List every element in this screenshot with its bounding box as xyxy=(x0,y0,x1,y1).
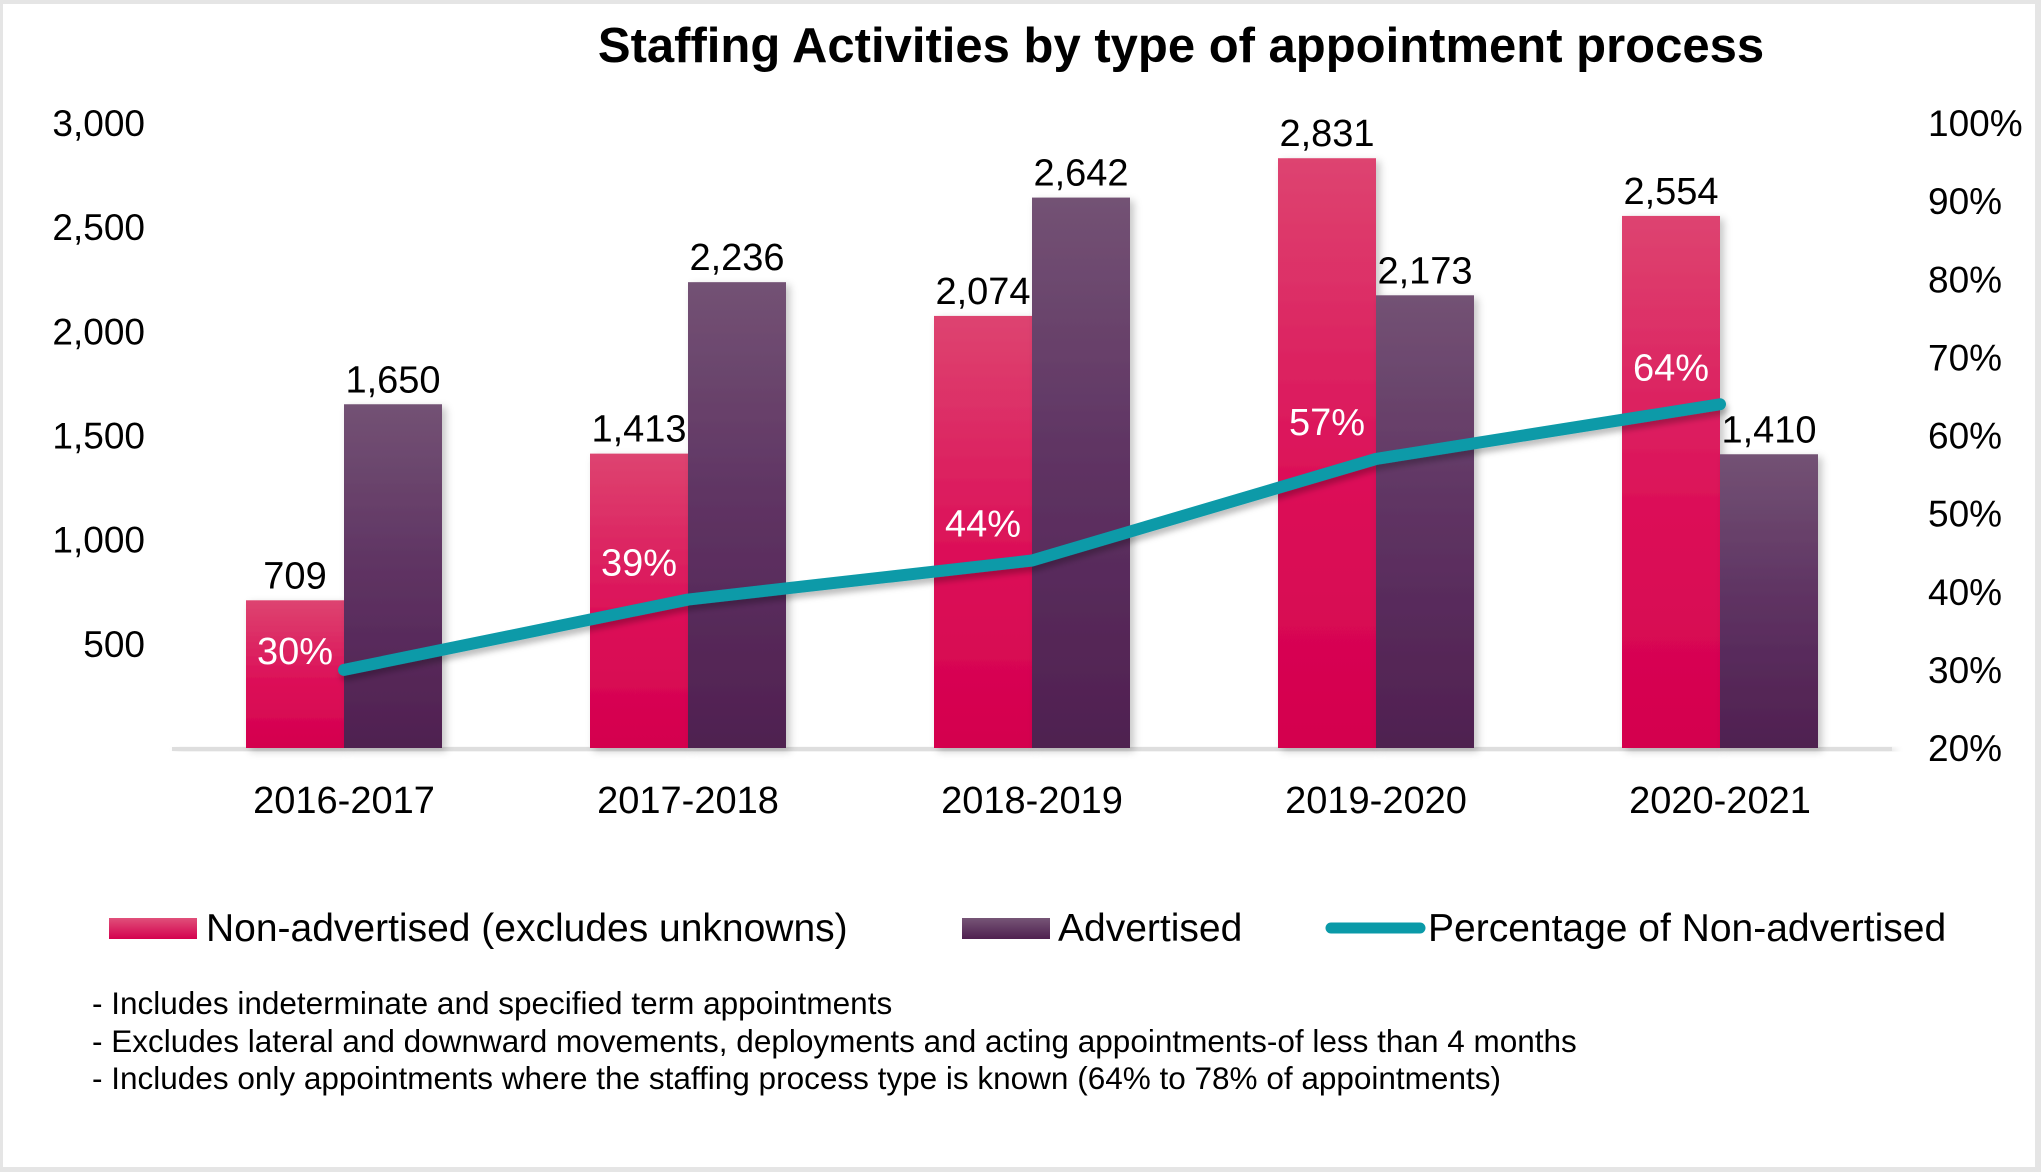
x-axis-category-label: 2020-2021 xyxy=(1629,780,1811,822)
data-label-advertised: 2,642 xyxy=(1033,153,1128,195)
right-axis-tick-label: 90% xyxy=(1928,181,2002,222)
percentage-line-group xyxy=(338,398,1726,676)
x-axis-baseline xyxy=(172,747,1892,751)
bar-non-advertised xyxy=(934,315,1032,748)
legend-item-percentage: Percentage of Non-advertised xyxy=(1325,907,1946,950)
bar-non-advertised xyxy=(1622,215,1720,748)
chart-title: Staffing Activities by type of appointme… xyxy=(598,19,1764,73)
right-axis-tick-label: 60% xyxy=(1928,416,2002,457)
data-label-non-advertised: 2,554 xyxy=(1623,171,1718,213)
data-label-advertised: 1,410 xyxy=(1721,409,1816,451)
legend-item-non-advertised: Non-advertised (excludes unknowns) xyxy=(109,907,848,950)
right-axis-tick-label: 20% xyxy=(1928,728,2002,769)
x-axis-category-label: 2017-2018 xyxy=(597,780,779,822)
legend: Non-advertised (excludes unknowns) Adver… xyxy=(109,907,1946,950)
left-axis-tick-label: 2,500 xyxy=(52,207,145,248)
right-axis-tick-label: 70% xyxy=(1928,337,2002,378)
legend-swatch-advertised xyxy=(962,918,1050,939)
left-axis-tick-label: 500 xyxy=(83,624,145,665)
data-label-non-advertised: 2,831 xyxy=(1279,113,1374,155)
bar-advertised xyxy=(1032,197,1130,749)
left-axis: 500 1,000 1,500 2,000 2,500 3,000 xyxy=(52,103,145,665)
bar-advertised xyxy=(1376,295,1474,748)
x-axis-category-label: 2016-2017 xyxy=(253,780,435,822)
data-label-advertised: 1,650 xyxy=(345,359,440,401)
right-axis-tick-label: 50% xyxy=(1928,494,2002,535)
right-axis-tick-label: 30% xyxy=(1928,650,2002,691)
legend-label-advertised: Advertised xyxy=(1058,907,1242,950)
data-label-non-advertised: 1,413 xyxy=(591,409,686,451)
bar-advertised xyxy=(688,282,786,748)
left-axis-tick-label: 3,000 xyxy=(52,103,145,144)
x-axis-category-label: 2018-2019 xyxy=(941,780,1123,822)
bar-non-advertised xyxy=(246,600,344,748)
left-axis-tick-label: 2,000 xyxy=(52,311,145,352)
legend-label-percentage: Percentage of Non-advertised xyxy=(1428,907,1946,950)
footnote-1: - Includes indeterminate and specified t… xyxy=(92,985,892,1021)
legend-swatch-non-advertised xyxy=(109,918,197,939)
left-axis-tick-label: 1,000 xyxy=(52,520,145,561)
left-axis-tick-label: 1,500 xyxy=(52,416,145,457)
legend-item-advertised: Advertised xyxy=(962,907,1242,950)
right-axis-tick-label: 100% xyxy=(1928,103,2023,144)
footnote-2: - Excludes lateral and downward movement… xyxy=(92,1023,1577,1059)
percentage-data-label: 39% xyxy=(601,543,677,585)
legend-label-non-advertised: Non-advertised (excludes unknowns) xyxy=(206,907,848,950)
footnote-3: - Includes only appointments where the s… xyxy=(92,1060,1501,1096)
right-axis-tick-label: 40% xyxy=(1928,572,2002,613)
data-label-non-advertised: 2,074 xyxy=(935,271,1030,313)
bar-advertised xyxy=(344,404,442,748)
right-axis-tick-label: 80% xyxy=(1928,259,2002,300)
percentage-data-label: 64% xyxy=(1633,347,1709,389)
data-label-advertised: 2,236 xyxy=(689,237,784,279)
data-label-non-advertised: 709 xyxy=(263,555,326,597)
percentage-data-label: 44% xyxy=(945,504,1021,546)
x-axis-category-label: 2019-2020 xyxy=(1285,780,1467,822)
right-axis: 20% 30% 40% 50% 60% 70% 80% 90% 100% xyxy=(1928,103,2023,769)
bar-advertised xyxy=(1720,454,1818,748)
bars-group xyxy=(246,158,1818,749)
data-label-advertised: 2,173 xyxy=(1377,250,1472,292)
bar-data-labels: 709 1,413 2,074 2,831 2,554 1,650 2,236 2,642 2,… xyxy=(263,113,1816,597)
percentage-data-label: 57% xyxy=(1289,402,1365,444)
footnotes: - Includes indeterminate and specified t… xyxy=(92,985,1577,1096)
x-axis-labels: 2016-2017 2017-2018 2018-2019 2019-2020 2020… xyxy=(253,780,1811,822)
percentage-data-labels: 30% 39% 44% 57% 64% xyxy=(257,347,1709,673)
percentage-data-label: 30% xyxy=(257,631,333,673)
bar-non-advertised xyxy=(1278,158,1376,749)
